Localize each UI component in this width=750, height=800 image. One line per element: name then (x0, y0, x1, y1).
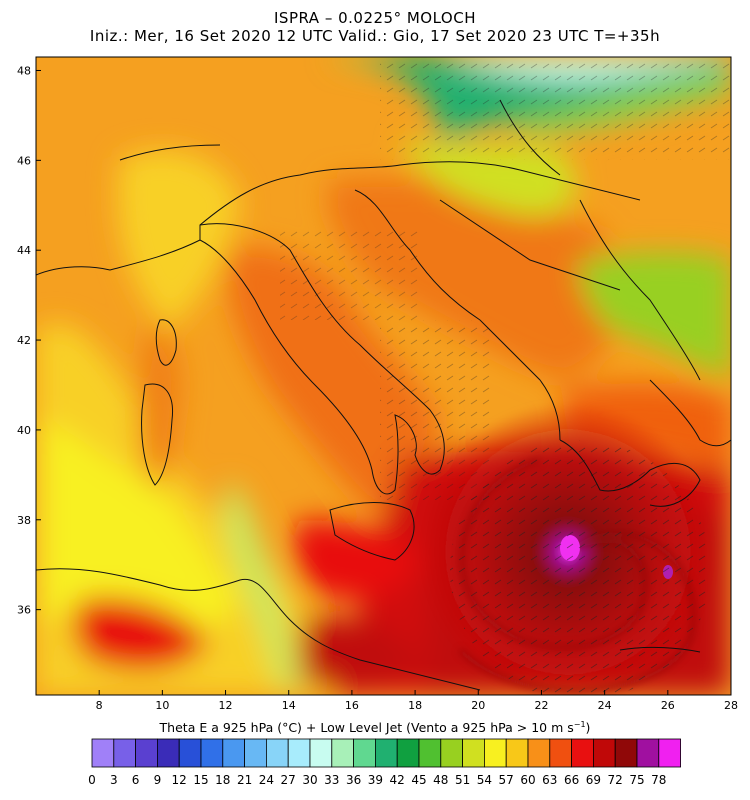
lon-tick-label: 14 (282, 699, 296, 712)
map-subtitle: Iniz.: Mer, 16 Set 2020 12 UTC Valid.: G… (89, 27, 661, 45)
map-title: ISPRA – 0.0225° MOLOCH (274, 9, 476, 27)
colorbar-label: 69 (586, 773, 601, 787)
colorbar-swatch (200, 738, 224, 768)
field-caption: Theta E a 925 hPa (°C) + Low Level Jet (… (159, 720, 591, 736)
colorbar-swatch (505, 738, 529, 768)
colorbar-label: 63 (542, 773, 557, 787)
colorbar-label: 6 (132, 773, 140, 787)
colorbar-swatch (287, 738, 311, 768)
colorbar-swatch (462, 738, 485, 768)
colorbar-swatch (396, 738, 420, 768)
colorbar-label: 54 (477, 773, 492, 787)
lon-tick-label: 16 (345, 699, 359, 712)
colorbar-swatch (614, 738, 638, 768)
colorbar-swatch (571, 738, 594, 768)
colorbar-swatch (309, 738, 333, 768)
lon-tick-label: 26 (661, 699, 675, 712)
colorbar-label: 3 (110, 773, 118, 787)
colorbar-label: 12 (172, 773, 187, 787)
colorbar-label: 0 (88, 773, 96, 787)
colorbar-label: 57 (499, 773, 514, 787)
colorbar-label: 45 (411, 773, 426, 787)
lon-tick-label: 10 (155, 699, 169, 712)
colorbar-label: 36 (346, 773, 361, 787)
lat-tick-label: 48 (17, 64, 31, 77)
colorbar-label: 78 (651, 773, 666, 787)
colorbar-swatch (244, 738, 267, 768)
field-layer (36, 57, 731, 695)
colorbar-label: 39 (368, 773, 383, 787)
colorbar-label: 48 (433, 773, 448, 787)
lon-tick-label: 24 (598, 699, 612, 712)
colorbar-swatch (483, 738, 507, 768)
colorbar-swatch (418, 738, 442, 768)
lat-tick-label: 40 (17, 424, 31, 437)
lat-tick-label: 46 (17, 154, 31, 167)
colorbar-label: 33 (324, 773, 339, 787)
colorbar-swatch (593, 738, 616, 768)
lat-tick-label: 36 (17, 604, 31, 617)
colorbar-swatch (156, 738, 180, 768)
colorbar-swatch (222, 738, 246, 768)
lat-tick-label: 38 (17, 514, 31, 527)
colorbar-swatch (178, 738, 202, 768)
colorbar-label: 51 (455, 773, 470, 787)
lon-tick-label: 18 (408, 699, 422, 712)
lon-tick-label: 20 (471, 699, 485, 712)
colorbar-swatch (331, 738, 354, 768)
colorbar-label: 18 (215, 773, 230, 787)
colorbar-swatch (636, 738, 660, 768)
colorbar-swatch (353, 738, 376, 768)
axis-ticks: 8 10 12 14 16 18 20 22 24 26 28 48 46 44 42 40 38 36 (17, 64, 738, 712)
colorbar-label: 9 (154, 773, 162, 787)
colorbar-swatch (91, 738, 115, 768)
colorbar-swatch (658, 738, 681, 768)
colorbar-label: 66 (564, 773, 579, 787)
colorbar-swatch (113, 738, 137, 768)
colorbar-label: 24 (259, 773, 274, 787)
colorbar-label: 21 (237, 773, 252, 787)
colorbar-swatch (265, 738, 289, 768)
lat-tick-label: 42 (17, 334, 31, 347)
colorbar-label: 27 (281, 773, 296, 787)
colorbar-swatch (549, 738, 572, 768)
colorbar-swatch (374, 738, 398, 768)
colorbar-swatch (527, 738, 551, 768)
lat-tick-label: 44 (17, 244, 31, 257)
lon-tick-label: 12 (219, 699, 233, 712)
coastlines (36, 99, 731, 691)
lon-tick-label: 22 (534, 699, 548, 712)
colorbar-label: 72 (608, 773, 623, 787)
colorbar-label: 75 (629, 773, 644, 787)
colorbar-label: 15 (193, 773, 208, 787)
lon-tick-label: 8 (96, 699, 103, 712)
lon-tick-label: 28 (724, 699, 738, 712)
colorbar-swatch (135, 738, 158, 768)
colorbar-label: 60 (520, 773, 535, 787)
colorbar-label: 42 (390, 773, 405, 787)
colorbar-label: 30 (302, 773, 317, 787)
colorbar-swatch (440, 738, 463, 768)
